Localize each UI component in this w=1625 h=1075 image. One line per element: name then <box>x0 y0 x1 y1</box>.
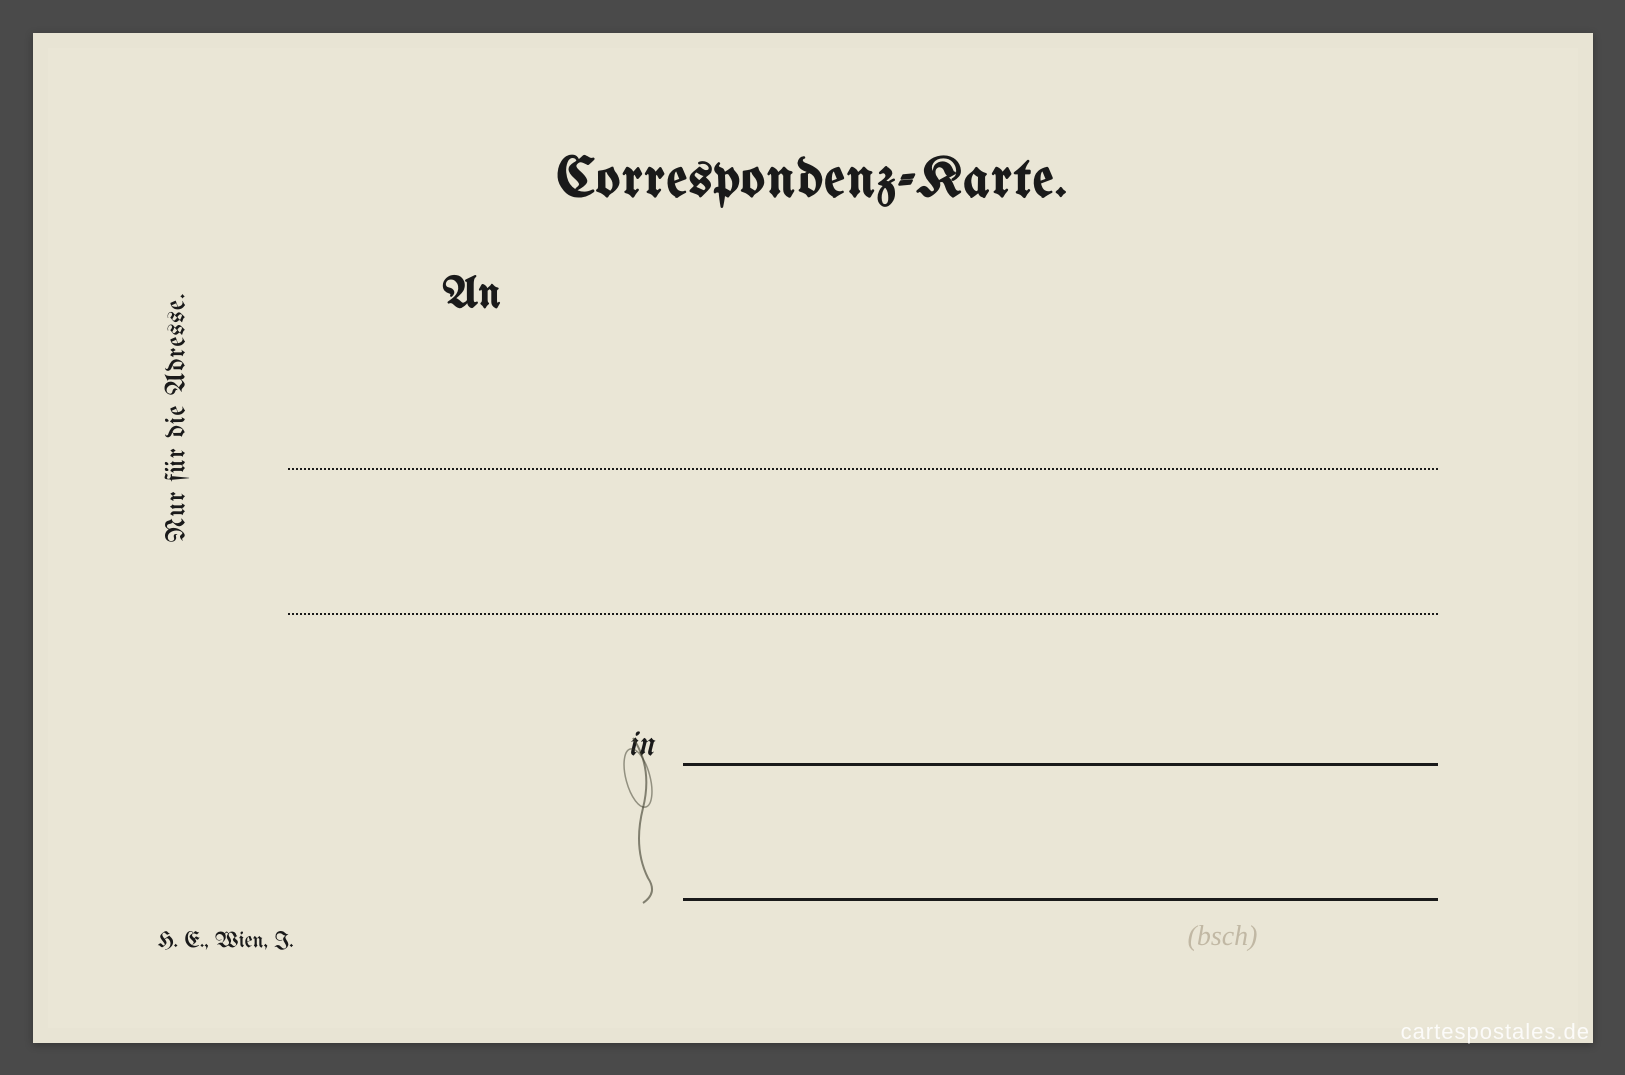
address-line-2 <box>288 613 1438 615</box>
publisher-mark: H. E., Wien, I. <box>158 930 294 953</box>
address-line-1 <box>288 468 1438 470</box>
in-label: in <box>628 728 654 764</box>
city-line-1 <box>683 763 1438 766</box>
city-line-2 <box>683 898 1438 901</box>
postcard-surface: Correspondenz-Karte. An Nur für die Adre… <box>48 48 1578 1028</box>
an-label: An <box>443 273 501 319</box>
watermark: cartespostales.de <box>1401 1019 1590 1045</box>
card-title: Correspondenz-Karte. <box>556 153 1068 211</box>
postcard-card: Correspondenz-Karte. An Nur für die Adre… <box>33 33 1593 1043</box>
faint-handwriting: (bsch) <box>1188 921 1258 953</box>
address-only-label: Nur für die Adresse. <box>163 292 192 542</box>
